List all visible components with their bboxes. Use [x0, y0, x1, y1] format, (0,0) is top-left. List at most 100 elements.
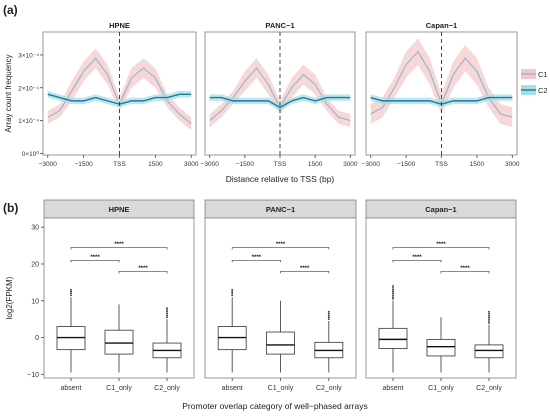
box-absent	[217, 288, 247, 373]
outlier-point	[488, 312, 490, 315]
x-tick-label-a: 1500	[308, 161, 323, 168]
outlier-point	[166, 307, 168, 310]
legend: C1 C2	[521, 69, 548, 95]
significance-bracket: ****	[280, 266, 330, 274]
outlier-point	[231, 288, 234, 291]
x-tick-label-b: C1_only	[106, 385, 132, 392]
outlier-point	[488, 318, 490, 321]
outlier-point	[392, 296, 394, 298]
x-tick-label-a: 1500	[148, 161, 163, 168]
bracket-line	[231, 247, 330, 250]
y-tick-label-b: 0	[35, 335, 39, 342]
y-tick-label-a: 1×10⁻⁴	[18, 118, 39, 125]
bracket-line	[118, 270, 168, 274]
box-absent	[56, 288, 86, 373]
x-tick-label-a: −1500	[75, 161, 94, 168]
bracket-line	[231, 259, 281, 263]
panel-label-b: (b)	[3, 201, 18, 215]
outlier-point	[70, 292, 72, 295]
box-body	[266, 331, 295, 355]
x-tick-label-b: C1_only	[268, 385, 294, 392]
ci-band-c2	[370, 94, 513, 108]
x-tick-label-a: 3000	[343, 161, 358, 168]
x-tick-label-b: C1_only	[428, 385, 454, 392]
y-tick-label-b: −10	[27, 372, 39, 379]
box-absent	[378, 285, 408, 373]
x-tick-label-a: 1500	[470, 161, 485, 168]
outlier-point	[166, 314, 168, 317]
outlier-point	[166, 309, 168, 311]
box-c1-only	[104, 304, 134, 373]
x-tick-label-a: 3000	[505, 161, 520, 168]
significance-bracket: ****	[392, 255, 442, 263]
x-tick-label-a: −3000	[39, 161, 58, 168]
outlier-point	[488, 320, 490, 322]
outlier-point	[392, 294, 394, 297]
x-tick-label-a: −3000	[201, 161, 220, 168]
box-c2-only	[474, 310, 504, 373]
x-tick-label-b: absent	[60, 385, 81, 392]
ci-band-c1	[370, 38, 513, 128]
box-c2-only	[152, 307, 182, 373]
outlier-point	[392, 285, 394, 287]
outlier-point	[166, 312, 168, 315]
ci-band-c2	[47, 91, 192, 108]
x-tick-label-b: C2_only	[154, 385, 180, 392]
y-tick-label-a: 0×10⁰	[22, 150, 40, 158]
facet-title-b: HPNE	[109, 205, 130, 214]
outlier-point	[488, 314, 490, 317]
x-tick-label-a: −1500	[397, 161, 416, 168]
x-tick-label-b: C2_only	[476, 385, 502, 392]
bracket-line	[392, 247, 490, 250]
outlier-point	[488, 316, 490, 319]
y-tick-label-a: 2×10⁻⁴	[18, 85, 39, 92]
x-tick-label-a: TSS	[113, 161, 126, 168]
significance-bracket: ****	[231, 255, 281, 263]
y-tick-label-a: 3×10⁻⁴	[18, 52, 39, 59]
significance-bracket: ****	[231, 242, 330, 250]
y-tick-label-b: 30	[31, 225, 39, 232]
plot-panel-a	[204, 31, 356, 156]
outlier-point	[327, 310, 330, 313]
x-axis-label-a: Distance relative to TSS (bp)	[226, 174, 335, 184]
outlier-point	[70, 294, 72, 297]
significance-bracket: ****	[118, 266, 168, 274]
facet-title-a: PANC−1	[265, 21, 294, 30]
outlier-point	[327, 312, 330, 315]
outlier-point	[231, 294, 234, 297]
series-line-c2	[209, 96, 351, 109]
box-body	[426, 338, 456, 357]
legend-entry-c1: C1	[538, 70, 548, 79]
outlier-point	[327, 314, 330, 317]
x-tick-label-b: C2_only	[316, 385, 342, 392]
x-tick-label-a: TSS	[435, 161, 448, 168]
significance-bracket: ****	[440, 266, 490, 274]
box-c1-only	[266, 300, 295, 373]
outlier-point	[392, 288, 394, 291]
y-tick-label-b: 10	[31, 298, 39, 305]
outlier-point	[231, 290, 234, 293]
significance-bracket: ****	[70, 255, 120, 263]
outlier-point	[488, 310, 490, 313]
box-body	[104, 329, 134, 355]
significance-label: ****	[300, 266, 310, 272]
x-tick-label-a: −3000	[362, 161, 381, 168]
ci-band-c1	[47, 48, 192, 131]
box-body	[378, 327, 408, 349]
facet-title-a: HPNE	[109, 21, 130, 30]
bracket-line	[70, 247, 168, 250]
significance-label: ****	[138, 266, 148, 272]
box-body	[474, 344, 504, 359]
significance-label: ****	[252, 255, 262, 261]
x-axis-label-b: Promoter overlap category of well−phased…	[182, 401, 367, 411]
x-tick-label-b: absent	[222, 385, 243, 392]
facet-title-b: PANC−1	[266, 205, 295, 214]
bracket-line	[440, 270, 490, 274]
x-tick-label-b: absent	[382, 385, 403, 392]
ci-band-c2	[209, 94, 351, 111]
facet-title-b: Capan−1	[425, 205, 456, 214]
significance-bracket: ****	[70, 242, 168, 250]
significance-label: ****	[90, 255, 100, 261]
outlier-point	[327, 318, 330, 321]
